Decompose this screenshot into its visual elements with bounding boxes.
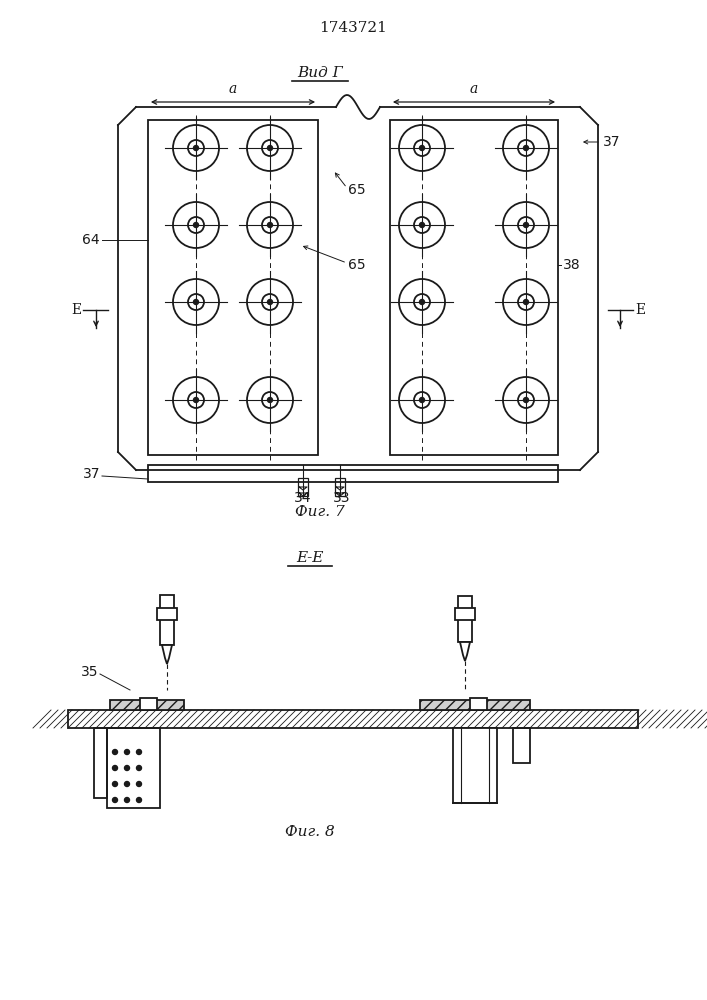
Text: E: E xyxy=(635,303,645,317)
Circle shape xyxy=(523,145,529,150)
Text: E: E xyxy=(71,303,81,317)
Text: 64: 64 xyxy=(83,233,100,247)
Circle shape xyxy=(419,397,424,402)
Circle shape xyxy=(267,397,272,402)
Bar xyxy=(335,478,345,496)
Circle shape xyxy=(194,145,199,150)
Circle shape xyxy=(419,145,424,150)
Text: 35: 35 xyxy=(81,665,98,679)
Circle shape xyxy=(194,397,199,402)
Bar xyxy=(68,710,638,728)
Circle shape xyxy=(523,223,529,228)
Text: 34: 34 xyxy=(294,491,312,505)
Circle shape xyxy=(267,300,272,304)
Bar xyxy=(157,608,177,620)
Text: 1743721: 1743721 xyxy=(319,21,387,35)
Bar xyxy=(458,596,472,642)
Circle shape xyxy=(194,223,199,228)
Circle shape xyxy=(136,798,141,802)
Bar xyxy=(140,698,157,710)
Text: 37: 37 xyxy=(603,135,621,149)
Bar xyxy=(298,478,308,496)
Circle shape xyxy=(112,782,117,786)
Text: a: a xyxy=(470,82,478,96)
Bar xyxy=(420,700,530,710)
Text: Фиг. 8: Фиг. 8 xyxy=(285,825,335,839)
Circle shape xyxy=(267,145,272,150)
Bar xyxy=(390,120,558,455)
Circle shape xyxy=(136,766,141,770)
Circle shape xyxy=(124,782,129,786)
Bar xyxy=(110,700,184,710)
Text: 65: 65 xyxy=(348,258,366,272)
Polygon shape xyxy=(162,645,172,664)
Text: 38: 38 xyxy=(563,258,580,272)
Circle shape xyxy=(112,798,117,802)
Bar xyxy=(453,728,497,803)
Text: 33: 33 xyxy=(333,491,351,505)
Circle shape xyxy=(523,300,529,304)
Polygon shape xyxy=(460,642,470,661)
Circle shape xyxy=(267,223,272,228)
Circle shape xyxy=(112,766,117,770)
Circle shape xyxy=(136,750,141,754)
Bar xyxy=(148,465,558,482)
Bar xyxy=(107,728,160,808)
Text: Фиг. 7: Фиг. 7 xyxy=(295,505,345,519)
Circle shape xyxy=(523,397,529,402)
Text: Е-Е: Е-Е xyxy=(296,551,324,565)
Bar xyxy=(513,728,530,763)
Bar xyxy=(470,698,487,710)
Circle shape xyxy=(124,798,129,802)
Circle shape xyxy=(124,750,129,754)
Bar xyxy=(148,120,318,455)
Bar xyxy=(455,608,475,620)
Circle shape xyxy=(124,766,129,770)
Circle shape xyxy=(136,782,141,786)
Circle shape xyxy=(112,750,117,754)
Bar xyxy=(160,595,174,645)
Text: 37: 37 xyxy=(83,467,100,481)
Text: 65: 65 xyxy=(348,183,366,197)
Circle shape xyxy=(194,300,199,304)
Circle shape xyxy=(419,223,424,228)
Text: a: a xyxy=(229,82,237,96)
Circle shape xyxy=(419,300,424,304)
Bar xyxy=(94,728,107,798)
Text: Вид Г: Вид Г xyxy=(297,66,343,80)
